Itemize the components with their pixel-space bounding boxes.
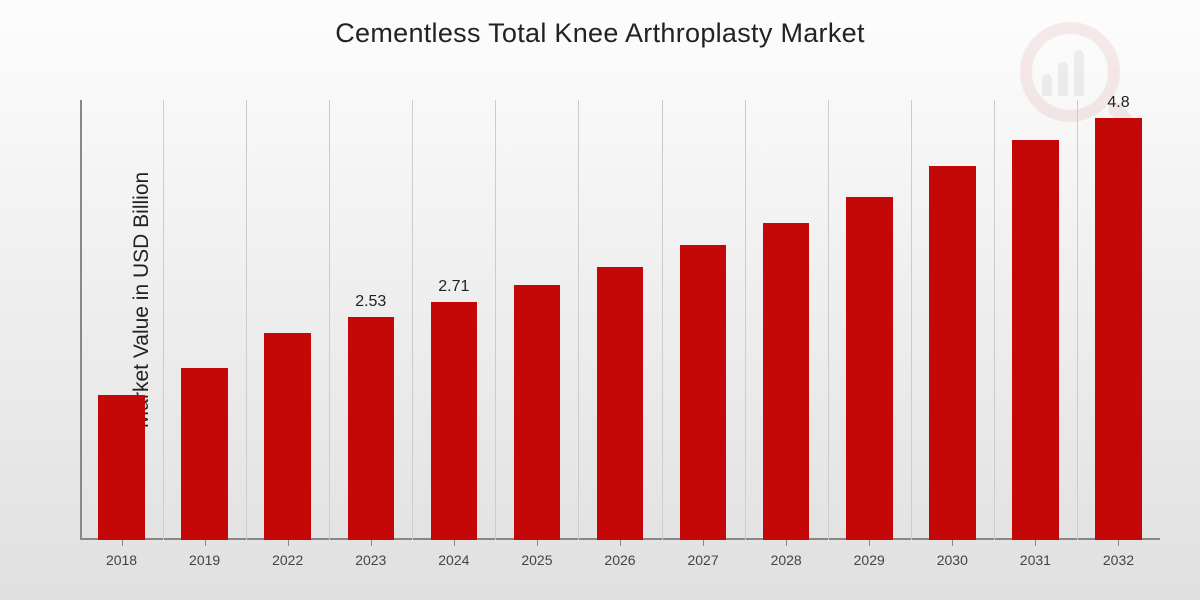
x-tick-label: 2025 bbox=[521, 552, 552, 568]
bar-value-label: 2.53 bbox=[355, 293, 386, 311]
bar bbox=[514, 285, 561, 540]
x-tick-label: 2027 bbox=[687, 552, 718, 568]
x-tick-label: 2026 bbox=[604, 552, 635, 568]
grid-line bbox=[163, 100, 164, 540]
x-tick-label: 2030 bbox=[937, 552, 968, 568]
x-tick-mark bbox=[122, 540, 123, 546]
bar-slot bbox=[578, 100, 661, 540]
bar bbox=[597, 267, 644, 540]
bar-slot bbox=[745, 100, 828, 540]
grid-line bbox=[911, 100, 912, 540]
x-tick-mark bbox=[952, 540, 953, 546]
x-tick-mark bbox=[371, 540, 372, 546]
x-tick-mark bbox=[1118, 540, 1119, 546]
chart-container: Cementless Total Knee Arthroplasty Marke… bbox=[0, 0, 1200, 600]
grid-line bbox=[246, 100, 247, 540]
grid-line bbox=[828, 100, 829, 540]
x-tick-label: 2023 bbox=[355, 552, 386, 568]
x-tick-mark bbox=[869, 540, 870, 546]
bar-slot bbox=[163, 100, 246, 540]
x-tick-mark bbox=[288, 540, 289, 546]
x-tick-mark bbox=[1035, 540, 1036, 546]
x-tick-label: 2022 bbox=[272, 552, 303, 568]
grid-line bbox=[994, 100, 995, 540]
x-tick-mark bbox=[537, 540, 538, 546]
bar-slot: 4.8 bbox=[1077, 100, 1160, 540]
x-tick-mark bbox=[454, 540, 455, 546]
x-tick-label: 2024 bbox=[438, 552, 469, 568]
bar bbox=[763, 223, 810, 540]
bar-value-label: 2.71 bbox=[438, 278, 469, 296]
x-tick-mark bbox=[205, 540, 206, 546]
x-tick-mark bbox=[620, 540, 621, 546]
x-tick-label: 2031 bbox=[1020, 552, 1051, 568]
bar-slot: 2.53 bbox=[329, 100, 412, 540]
bar bbox=[181, 368, 228, 540]
grid-line bbox=[329, 100, 330, 540]
grid-line bbox=[1077, 100, 1078, 540]
bar bbox=[264, 333, 311, 540]
bar-slot bbox=[994, 100, 1077, 540]
x-tick-label: 2032 bbox=[1103, 552, 1134, 568]
bar-value-label: 4.8 bbox=[1107, 94, 1129, 112]
bar bbox=[680, 245, 727, 540]
plot-area: 2.532.714.8 2018201920222023202420252026… bbox=[80, 100, 1160, 540]
bar bbox=[846, 197, 893, 540]
x-tick-mark bbox=[786, 540, 787, 546]
bar-slot bbox=[828, 100, 911, 540]
bar bbox=[348, 317, 395, 540]
x-tick-label: 2029 bbox=[854, 552, 885, 568]
bar-slot: 2.71 bbox=[412, 100, 495, 540]
grid-line bbox=[745, 100, 746, 540]
bar-slot bbox=[911, 100, 994, 540]
bar-slot bbox=[80, 100, 163, 540]
bar-slot bbox=[246, 100, 329, 540]
bar-slot bbox=[495, 100, 578, 540]
bar bbox=[1095, 118, 1142, 540]
grid-line bbox=[662, 100, 663, 540]
bar bbox=[431, 302, 478, 540]
bar bbox=[1012, 140, 1059, 540]
bar bbox=[98, 395, 145, 540]
grid-line bbox=[412, 100, 413, 540]
x-tick-label: 2028 bbox=[771, 552, 802, 568]
bar bbox=[929, 166, 976, 540]
grid-line bbox=[578, 100, 579, 540]
x-tick-label: 2019 bbox=[189, 552, 220, 568]
x-tick-label: 2018 bbox=[106, 552, 137, 568]
grid-line bbox=[495, 100, 496, 540]
x-tick-mark bbox=[703, 540, 704, 546]
bars-container: 2.53 2.71 4.8 bbox=[80, 100, 1160, 540]
bar-slot bbox=[662, 100, 745, 540]
